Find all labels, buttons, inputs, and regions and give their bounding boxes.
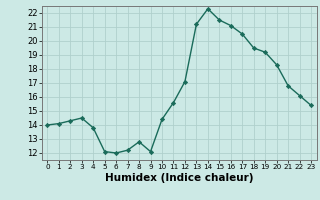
X-axis label: Humidex (Indice chaleur): Humidex (Indice chaleur) bbox=[105, 173, 253, 183]
